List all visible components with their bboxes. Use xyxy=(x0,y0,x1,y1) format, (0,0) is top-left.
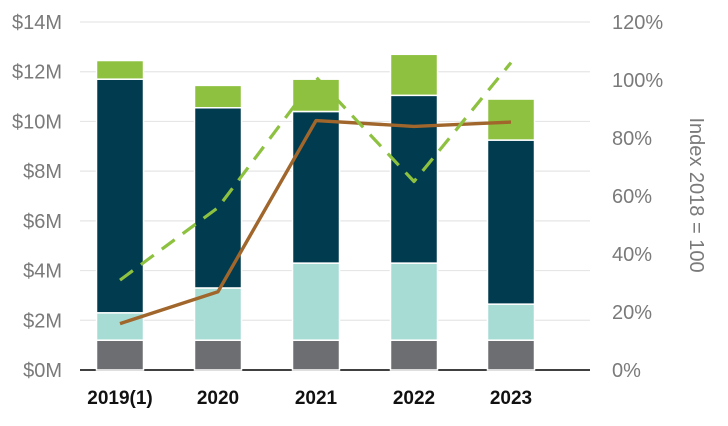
x-axis-category-label: 2020 xyxy=(197,388,239,409)
right-axis-tick-label: 80% xyxy=(612,128,652,150)
bar-segment-3 xyxy=(291,110,341,264)
right-axis-title: Index 2018 = 100 xyxy=(685,117,707,272)
bar-segment-3 xyxy=(486,139,536,305)
right-axis-tick-label: 60% xyxy=(612,186,652,208)
left-axis-tick-label: $10M xyxy=(12,111,62,133)
bar-segment-1 xyxy=(291,339,341,371)
bar-segment-3 xyxy=(193,107,243,289)
bar-segment-2 xyxy=(486,303,536,341)
x-axis-category-label: 2021 xyxy=(295,388,338,409)
bar-segment-3 xyxy=(95,78,145,314)
bar-segment-1 xyxy=(193,339,243,371)
x-axis-category-label: 2022 xyxy=(393,388,435,409)
right-axis-tick-label: 40% xyxy=(612,244,652,266)
axes: $0M $2M $4M $6M $8M $10M $12M $14M 0% 20% 40% 60% 80… xyxy=(12,12,663,409)
left-axis-tick-label: $6M xyxy=(23,211,62,233)
x-axis-category-label: 2023 xyxy=(490,388,532,409)
bar-segment-4 xyxy=(95,59,145,80)
bar-segment-2 xyxy=(291,262,341,341)
bar-segment-1 xyxy=(95,339,145,371)
x-axis-category-label: 2019(1) xyxy=(87,388,153,409)
right-axis-tick-label: 0% xyxy=(612,360,641,382)
bar-segment-1 xyxy=(486,339,536,371)
bar-segment-1 xyxy=(389,339,439,371)
left-axis-tick-label: $8M xyxy=(23,161,62,183)
solid-index-line xyxy=(119,118,512,326)
left-axis-tick-label: $0M xyxy=(23,360,62,382)
right-axis-tick-label: 20% xyxy=(612,302,652,324)
dashed-index-line xyxy=(119,61,513,282)
bar-segment-4 xyxy=(193,84,243,109)
left-axis-tick-label: $14M xyxy=(12,12,62,34)
right-axis-tick-label: 120% xyxy=(612,12,663,34)
bar-segment-4 xyxy=(291,78,341,113)
left-axis-tick-label: $4M xyxy=(23,261,62,283)
index-lines xyxy=(119,61,513,326)
bars xyxy=(95,53,536,371)
left-axis-tick-label: $12M xyxy=(12,62,62,84)
right-axis-tick-label: 100% xyxy=(612,70,663,92)
bar-segment-2 xyxy=(389,262,439,341)
bar-segment-4 xyxy=(486,98,536,141)
bar-segment-4 xyxy=(389,53,439,97)
left-axis-tick-label: $2M xyxy=(23,310,62,332)
